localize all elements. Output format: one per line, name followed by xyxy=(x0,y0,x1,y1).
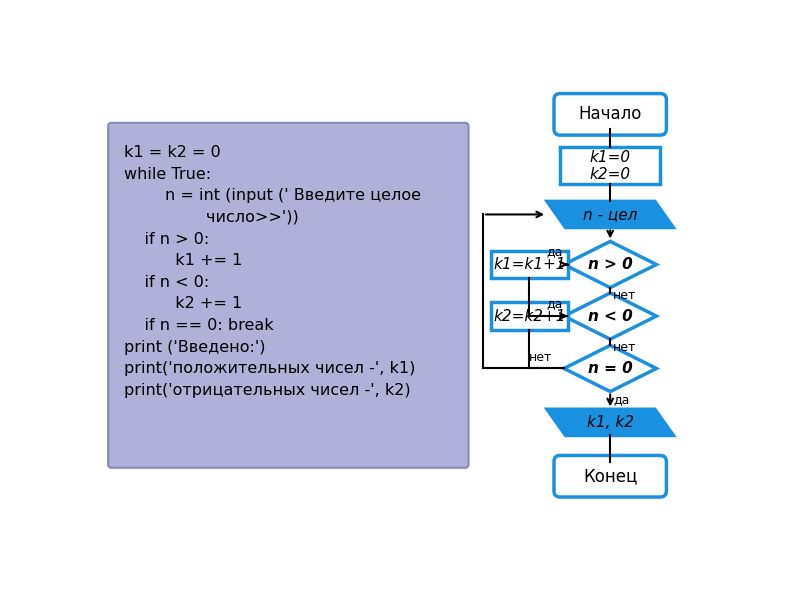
Text: Конец: Конец xyxy=(583,467,638,485)
Polygon shape xyxy=(564,293,656,339)
Text: n = 0: n = 0 xyxy=(588,361,633,376)
FancyBboxPatch shape xyxy=(108,123,469,468)
FancyBboxPatch shape xyxy=(554,94,666,135)
Polygon shape xyxy=(547,202,674,227)
Text: k1=0
k2=0: k1=0 k2=0 xyxy=(590,150,630,182)
Text: n - цел: n - цел xyxy=(583,207,638,222)
Text: n > 0: n > 0 xyxy=(588,257,633,272)
Text: k1=k1+1: k1=k1+1 xyxy=(493,257,566,272)
Text: нет: нет xyxy=(614,289,637,302)
Text: нет: нет xyxy=(614,341,637,354)
FancyBboxPatch shape xyxy=(560,148,660,184)
Text: k1 = k2 = 0
while True:
        n = int (input (' Введите целое
                : k1 = k2 = 0 while True: n = int (input (… xyxy=(123,145,421,398)
Text: k1, k2: k1, k2 xyxy=(586,415,634,430)
Text: да: да xyxy=(614,393,630,406)
Text: да: да xyxy=(546,245,562,259)
FancyBboxPatch shape xyxy=(554,455,666,497)
Text: Начало: Начало xyxy=(578,106,642,124)
Text: нет: нет xyxy=(530,351,553,364)
Polygon shape xyxy=(564,346,656,392)
FancyBboxPatch shape xyxy=(491,251,568,278)
Text: k2=k2+1: k2=k2+1 xyxy=(493,308,566,323)
Text: да: да xyxy=(546,297,562,310)
Text: n < 0: n < 0 xyxy=(588,308,633,323)
Polygon shape xyxy=(564,241,656,287)
Polygon shape xyxy=(547,409,674,436)
FancyBboxPatch shape xyxy=(491,302,568,330)
